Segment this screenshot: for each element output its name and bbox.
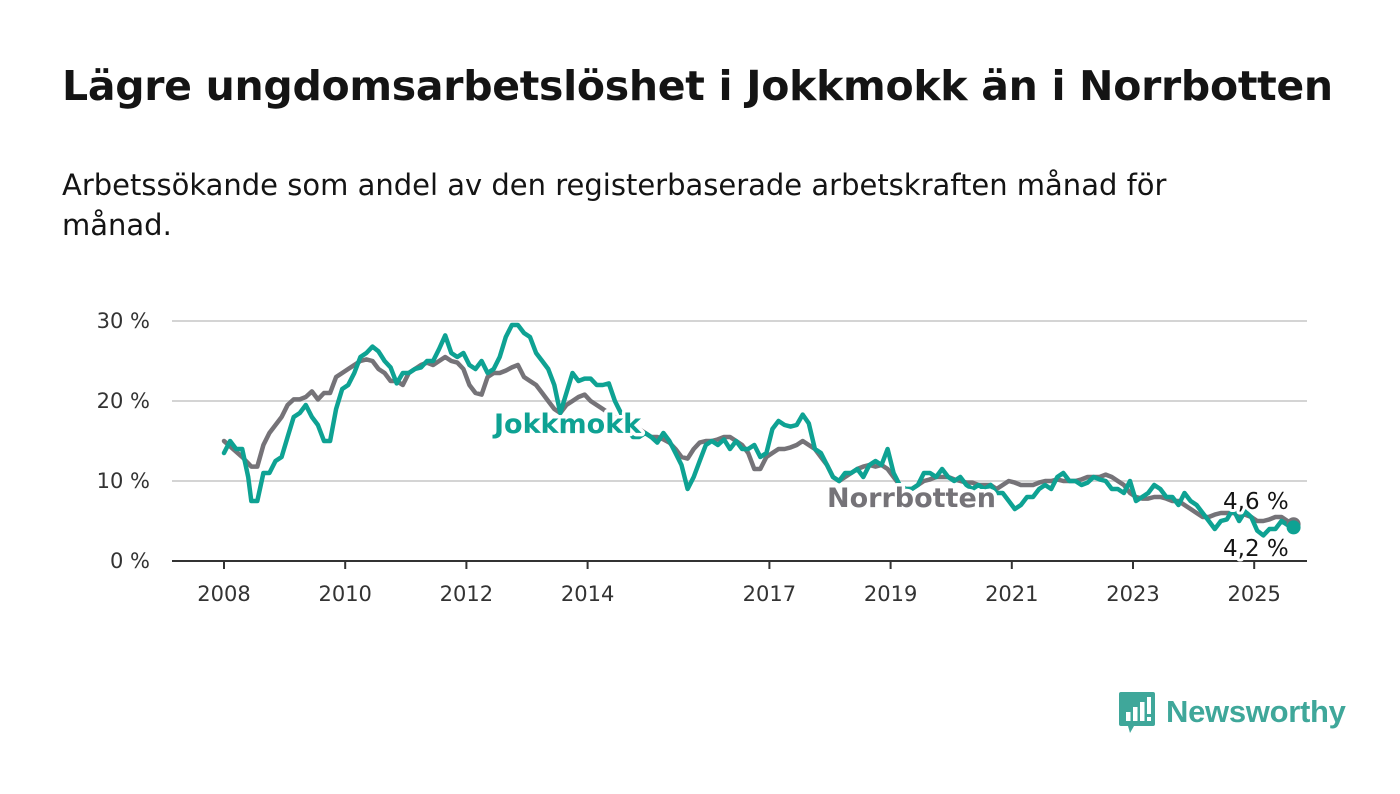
brand-name: Newsworthy <box>1166 694 1346 729</box>
chart-subtitle: Arbetssökande som andel av den registerb… <box>62 168 1167 242</box>
x-tick-label: 2012 <box>440 582 493 606</box>
grid-lines <box>172 320 1307 482</box>
y-tick-label: 30 % <box>97 309 150 333</box>
newsworthy-logo: Newsworthy <box>1118 690 1346 734</box>
end-value-jokkmokk: 4,2 % <box>1223 536 1289 562</box>
chart-title: Lägre ungdomsarbetslöshet i Jokkmokk än … <box>62 62 1333 110</box>
x-tick-label: 2025 <box>1227 582 1280 606</box>
y-tick-label: 20 % <box>97 389 150 413</box>
x-tick-label: 2023 <box>1106 582 1159 606</box>
y-tick-label: 10 % <box>97 469 150 493</box>
series-label-norrbotten: Norrbotten <box>827 483 996 514</box>
x-tick-label: 2014 <box>561 582 614 606</box>
x-tick-label: 2017 <box>743 582 796 606</box>
y-tick-label: 0 % <box>110 549 150 573</box>
x-tick-label: 2008 <box>197 582 250 606</box>
series-labels: Jokkmokk Norrbotten 4,6 % 4,2 % <box>489 406 1292 566</box>
end-point-jokkmokk <box>1286 520 1301 535</box>
axes: 0 % 10 % 20 % 30 % 2008 2010 2012 2014 2017 2019 2… <box>97 309 1307 606</box>
x-tick-label: 2021 <box>985 582 1038 606</box>
line-chart: 0 % 10 % 20 % 30 % 2008 2010 2012 2014 2017 2019 2… <box>97 309 1307 606</box>
x-tick-label: 2019 <box>864 582 917 606</box>
end-value-norrbotten: 4,6 % <box>1223 489 1289 515</box>
bar-chart-icon <box>1119 692 1155 733</box>
series-label-jokkmokk: Jokkmokk <box>492 409 642 440</box>
series <box>221 322 1301 538</box>
x-tick-label: 2010 <box>318 582 371 606</box>
series-line-jokkmokk <box>221 322 1296 538</box>
